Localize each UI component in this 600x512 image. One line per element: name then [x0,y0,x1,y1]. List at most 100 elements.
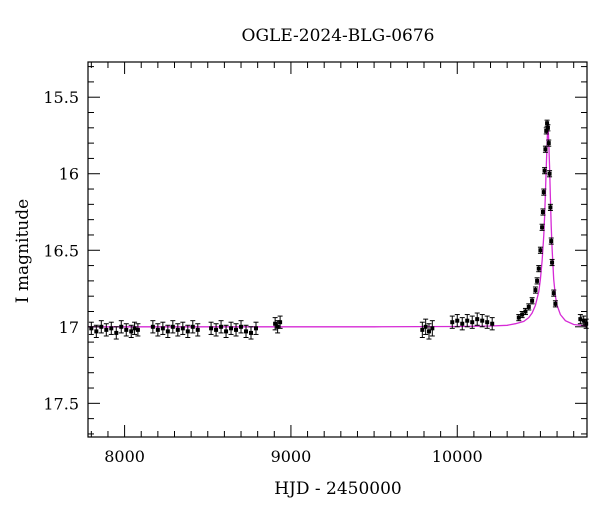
data-point [549,258,555,267]
data-point [185,324,191,339]
point-marker [150,324,155,329]
data-point [155,323,161,337]
data-point [248,326,254,340]
x-tick-label: 9000 [271,447,312,466]
point-marker [124,327,129,332]
point-marker [450,320,455,325]
point-marker [547,171,552,176]
point-marker [538,248,543,253]
data-point [208,321,214,335]
point-marker [545,121,550,126]
model-curve-layer [88,121,588,328]
data-point [160,321,166,335]
chart-title: OGLE-2024-BLG-0676 [242,26,435,46]
data-point [547,170,553,178]
point-marker [195,327,200,332]
data-point [233,323,239,337]
point-marker [209,326,214,331]
data-point [464,314,470,328]
data-point [545,124,551,132]
data-point [195,323,201,337]
point-marker [129,329,134,334]
point-marker [523,309,528,314]
x-tick-label: 8000 [104,447,145,466]
data-point [243,324,249,339]
data-point [272,317,278,331]
point-marker [581,318,586,323]
data-point [551,289,557,297]
point-marker [553,301,558,306]
data-point [539,223,545,231]
point-marker [475,317,480,322]
point-marker [94,329,99,334]
point-marker [253,326,258,331]
point-marker [470,320,475,325]
data-point [128,324,134,339]
point-marker [516,315,521,320]
data-points-layer [88,119,589,340]
point-marker [170,324,175,329]
data-point [529,297,535,305]
data-point [190,320,196,334]
point-marker [540,210,545,214]
point-marker [185,329,190,334]
point-marker [244,329,249,334]
point-marker [480,318,485,323]
point-marker [542,168,547,173]
point-marker [224,329,229,334]
y-tick-label: 16.5 [43,241,79,260]
data-point [540,208,546,216]
model-curve [88,121,588,328]
data-point [532,286,538,294]
x-tick-labels: 8000 9000 10000 [104,447,482,466]
point-marker [239,324,244,329]
data-point [118,320,124,334]
data-point [223,324,229,339]
point-marker [160,326,165,331]
point-marker [548,205,553,210]
axis-ticks [88,62,587,437]
point-marker [219,324,224,329]
point-marker [551,291,556,296]
x-axis-label: HJD - 2450000 [274,479,402,499]
point-marker [490,321,495,326]
data-point [423,318,429,335]
data-point [546,139,552,147]
data-point [135,323,141,337]
data-point [108,321,114,335]
data-point [180,321,186,335]
data-point [123,323,129,337]
point-marker [249,330,254,335]
data-point [113,326,119,340]
point-marker [214,327,219,332]
point-marker [535,278,540,283]
point-marker [533,288,538,293]
data-point [449,315,455,329]
point-marker [114,330,119,335]
data-point [541,188,547,196]
data-point [93,324,99,339]
data-point [98,320,104,334]
y-tick-label: 15.5 [43,88,79,107]
point-marker [543,147,548,152]
data-point [419,321,425,339]
point-marker [540,225,545,230]
y-tick-label: 17 [59,318,79,337]
data-point [536,265,542,273]
data-point [534,277,540,285]
point-marker [426,329,431,334]
point-marker [132,326,137,331]
point-marker [275,324,280,329]
point-marker [423,324,428,329]
point-marker [165,329,170,334]
data-point [577,314,583,325]
point-marker [234,327,239,332]
point-marker [109,326,114,331]
data-point [213,323,219,337]
data-point [277,315,283,329]
data-point [429,320,435,337]
point-marker [546,141,551,146]
point-marker [460,321,465,326]
data-point [469,315,475,329]
point-marker [278,320,283,325]
